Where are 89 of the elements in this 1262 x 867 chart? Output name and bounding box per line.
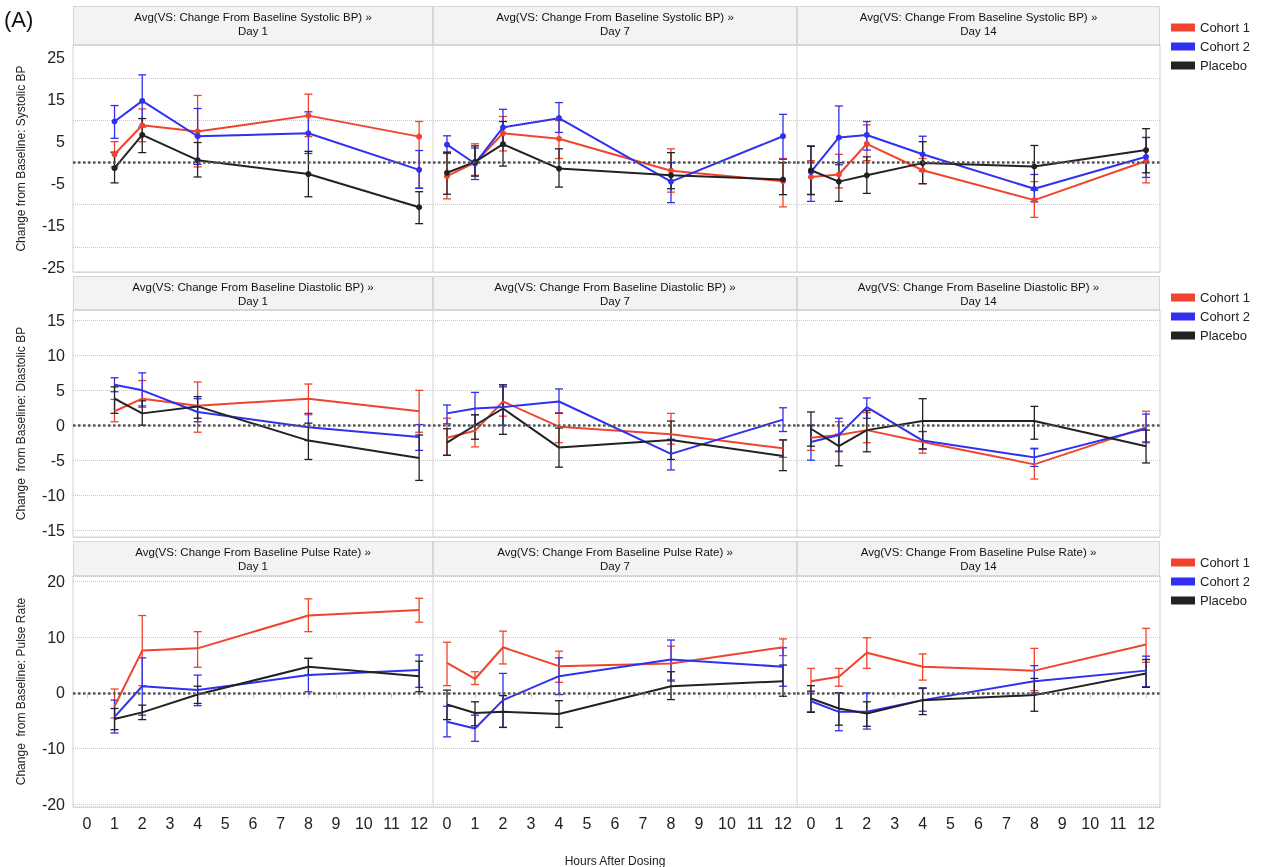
y-tick-label: 5	[56, 381, 66, 399]
chart-title: Avg(VS: Change From Baseline Pulse Rate) »	[496, 545, 734, 559]
y-tick-label: -20	[41, 795, 66, 813]
x-tick-label: 5	[220, 814, 230, 832]
x-tick-label: 6	[974, 814, 984, 832]
y-tick-label: -5	[50, 451, 66, 469]
y-tick-label: 20	[47, 573, 66, 591]
y-tick-label: 0	[56, 684, 66, 702]
chart-subtitle: Day 14	[959, 24, 998, 38]
x-axis-title: Hours After Dosing	[564, 854, 666, 867]
chart-title: Avg(VS: Change From Baseline Systolic BP) »	[858, 10, 1099, 24]
x-tick-label: 5	[582, 814, 592, 832]
chart-subtitle: Day 1	[236, 559, 269, 573]
chart-title: Avg(VS: Change From Baseline Pulse Rate) »	[134, 545, 372, 559]
x-tick-label: 9	[331, 814, 341, 832]
x-tick-label: 3	[165, 814, 175, 832]
x-tick-label: 0	[806, 814, 816, 832]
chart-title: Avg(VS: Change From Baseline Diastolic BP) »	[856, 280, 1101, 294]
x-tick-label: 7	[1001, 814, 1011, 832]
x-tick-label: 4	[554, 814, 564, 832]
y-tick-label: 10	[47, 628, 66, 646]
legend-label: Cohort 2	[1200, 39, 1250, 54]
y-tick-label: 0	[56, 416, 66, 434]
chart-title: Avg(VS: Change From Baseline Diastolic BP) »	[493, 280, 737, 294]
y-axis-title: Change from Baseline: Diastolic BP	[14, 326, 28, 521]
x-tick-label: 7	[638, 814, 648, 832]
x-tick-label: 5	[946, 814, 956, 832]
chart-subtitle: Day 1	[236, 24, 269, 38]
legend-label: Cohort 2	[1200, 309, 1250, 324]
x-tick-label: 0	[82, 814, 92, 832]
x-tick-label: 2	[137, 814, 147, 832]
y-axis-title: Change from Baseline: Systolic BP	[14, 65, 28, 252]
x-tick-label: 3	[890, 814, 900, 832]
legend-label: Placebo	[1200, 58, 1247, 73]
y-tick-label: 10	[47, 346, 66, 364]
x-tick-label: 8	[1029, 814, 1039, 832]
legend-label: Cohort 1	[1200, 20, 1250, 35]
x-tick-label: 4	[918, 814, 928, 832]
chart-title: Avg(VS: Change From Baseline Diastolic BP) »	[131, 280, 375, 294]
chart-subtitle: Day 7	[598, 559, 631, 573]
x-tick-label: 1	[470, 814, 480, 832]
x-tick-label: 9	[694, 814, 704, 832]
y-tick-label: -15	[41, 521, 66, 539]
y-tick-label: -25	[41, 259, 66, 277]
y-tick-label: -10	[41, 740, 66, 758]
chart-title: Avg(VS: Change From Baseline Systolic BP) »	[495, 10, 735, 24]
x-tick-label: 6	[248, 814, 258, 832]
x-tick-label: 10	[1081, 814, 1100, 832]
x-tick-label: 11	[1109, 814, 1127, 832]
y-tick-label: -15	[41, 217, 66, 235]
x-tick-label: 3	[526, 814, 536, 832]
y-tick-label: -5	[50, 175, 66, 193]
y-tick-label: 5	[56, 133, 66, 151]
x-tick-label: 11	[383, 814, 400, 832]
x-tick-label: 10	[354, 814, 373, 832]
chart-subtitle: Day 1	[236, 294, 269, 308]
chart-title: Avg(VS: Change From Baseline Systolic BP) »	[133, 10, 373, 24]
y-tick-label: -10	[41, 486, 66, 504]
x-tick-label: 2	[862, 814, 872, 832]
x-tick-label: 7	[276, 814, 286, 832]
y-tick-label: 15	[47, 91, 66, 109]
y-tick-label: 25	[47, 49, 66, 67]
x-tick-label: 8	[303, 814, 313, 832]
x-tick-label: 11	[746, 814, 764, 832]
chart-subtitle: Day 7	[598, 294, 631, 308]
x-tick-label: 10	[718, 814, 736, 832]
text: (A)	[4, 6, 34, 32]
legend-label: Cohort 1	[1200, 290, 1250, 305]
x-tick-label: 1	[110, 814, 120, 832]
legend-label: Cohort 1	[1200, 555, 1250, 570]
chart-subtitle: Day 7	[598, 24, 631, 38]
x-tick-label: 1	[834, 814, 844, 832]
x-tick-label: 12	[1137, 814, 1156, 832]
chart-subtitle: Day 14	[959, 294, 998, 308]
x-tick-label: 12	[410, 814, 429, 832]
y-axis-title: Change from Baseline: Pulse Rate	[14, 597, 28, 786]
y-tick-label: 15	[47, 311, 66, 329]
x-tick-label: 9	[1057, 814, 1067, 832]
x-tick-label: 0	[442, 814, 452, 832]
chart-title: Avg(VS: Change From Baseline Pulse Rate) »	[859, 545, 1098, 559]
x-tick-label: 6	[610, 814, 620, 832]
legend-label: Placebo	[1200, 593, 1247, 608]
x-tick-label: 8	[666, 814, 676, 832]
x-tick-label: 12	[774, 814, 792, 832]
chart-subtitle: Day 14	[959, 559, 998, 573]
legend-label: Cohort 2	[1200, 574, 1250, 589]
legend-label: Placebo	[1200, 328, 1247, 343]
x-tick-label: 4	[193, 814, 203, 832]
x-tick-label: 2	[498, 814, 508, 832]
